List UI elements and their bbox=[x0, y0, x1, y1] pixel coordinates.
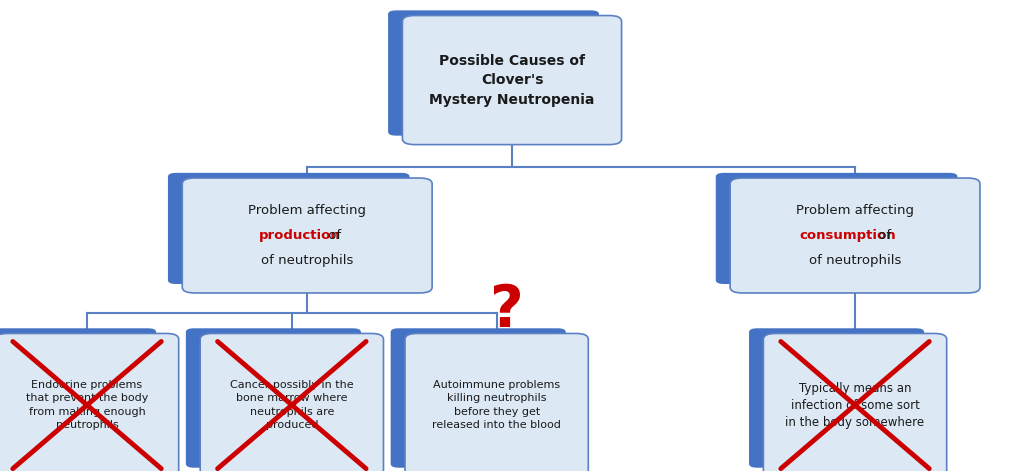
FancyBboxPatch shape bbox=[763, 333, 946, 471]
Text: consumption: consumption bbox=[799, 229, 896, 242]
FancyBboxPatch shape bbox=[185, 328, 360, 468]
Text: Problem affecting: Problem affecting bbox=[248, 204, 367, 217]
Text: Endocrine problems
that prevent the body
from making enough
neutrophils: Endocrine problems that prevent the body… bbox=[26, 380, 148, 430]
Text: of neutrophils: of neutrophils bbox=[261, 254, 353, 267]
Text: ?: ? bbox=[490, 282, 523, 340]
FancyBboxPatch shape bbox=[200, 333, 383, 471]
Text: Possible Causes of
Clover's
Mystery Neutropenia: Possible Causes of Clover's Mystery Neut… bbox=[429, 54, 595, 106]
FancyBboxPatch shape bbox=[0, 328, 156, 468]
Text: of: of bbox=[324, 229, 341, 242]
FancyBboxPatch shape bbox=[402, 16, 622, 145]
Text: Problem affecting: Problem affecting bbox=[796, 204, 914, 217]
FancyBboxPatch shape bbox=[716, 173, 957, 284]
Text: of neutrophils: of neutrophils bbox=[809, 254, 901, 267]
FancyBboxPatch shape bbox=[730, 178, 980, 293]
Text: Autoimmune problems
killing neutrophils
before they get
released into the blood: Autoimmune problems killing neutrophils … bbox=[432, 380, 561, 430]
FancyBboxPatch shape bbox=[388, 10, 599, 136]
FancyBboxPatch shape bbox=[404, 333, 588, 471]
FancyBboxPatch shape bbox=[168, 173, 410, 284]
Text: Typically means an
infection of some sort
in the body somewhere: Typically means an infection of some sor… bbox=[785, 382, 925, 429]
FancyBboxPatch shape bbox=[749, 328, 924, 468]
Text: production: production bbox=[259, 229, 341, 242]
FancyBboxPatch shape bbox=[390, 328, 565, 468]
Text: of: of bbox=[874, 229, 892, 242]
FancyBboxPatch shape bbox=[0, 333, 178, 471]
FancyBboxPatch shape bbox=[182, 178, 432, 293]
Text: Cancer possibly in the
bone marrow where
neutrophils are
produced: Cancer possibly in the bone marrow where… bbox=[230, 380, 353, 430]
